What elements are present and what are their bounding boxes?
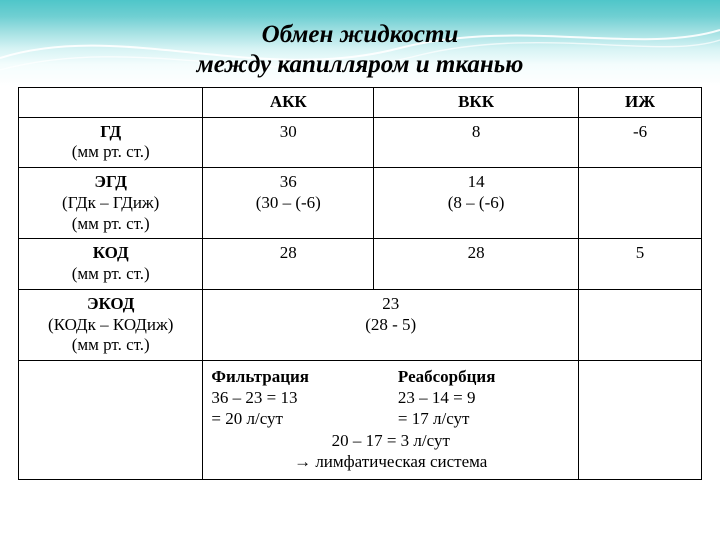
slide-title: Обмен жидкости между капилляром и тканью [0,0,720,79]
col-vkk: ВКК [374,88,579,118]
cell: 28 [203,239,374,289]
cell: -6 [579,117,702,167]
table-row: КОД (мм рт. ст.) 28 28 5 [19,239,702,289]
table-row: ЭГД (ГДк – ГДиж)(мм рт. ст.) 36(30 – (-6… [19,168,702,239]
cell: 30 [203,117,374,167]
row-label: ЭКОД (КОДк – КОДиж)(мм рт. ст.) [19,289,203,360]
cell: 14(8 – (-6) [374,168,579,239]
row-label: КОД (мм рт. ст.) [19,239,203,289]
cell-blank [579,361,702,480]
table-row: ЭКОД (КОДк – КОДиж)(мм рт. ст.) 23(28 - … [19,289,702,360]
fluid-exchange-table: АКК ВКК ИЖ ГД (мм рт. ст.) 30 8 -6 ЭГД (… [18,87,702,480]
col-izh: ИЖ [579,88,702,118]
cell: 8 [374,117,579,167]
cell: 36(30 – (-6) [203,168,374,239]
table-header-row: АКК ВКК ИЖ [19,88,702,118]
title-line1: Обмен жидкости [262,21,459,48]
main-table-wrapper: АКК ВКК ИЖ ГД (мм рт. ст.) 30 8 -6 ЭГД (… [18,87,702,480]
cell [579,289,702,360]
title-line2: между капилляром и тканью [197,51,524,78]
cell: 5 [579,239,702,289]
row-label: ЭГД (ГДк – ГДиж)(мм рт. ст.) [19,168,203,239]
cell-merged: 23(28 - 5) [203,289,579,360]
cell-blank [19,361,203,480]
filtration-block: Фильтрация 36 – 23 = 13 = 20 л/сут [211,367,383,429]
cell [579,168,702,239]
col-blank [19,88,203,118]
table-row-calc: Фильтрация 36 – 23 = 13 = 20 л/сут Реабс… [19,361,702,480]
calc-summary: 20 – 17 = 3 л/сут → лимфатическая систем… [211,431,570,472]
col-akk: АКК [203,88,374,118]
table-row: ГД (мм рт. ст.) 30 8 -6 [19,117,702,167]
reabsorption-block: Реабсорбция 23 – 14 = 9 = 17 л/сут [398,367,570,429]
calc-cell: Фильтрация 36 – 23 = 13 = 20 л/сут Реабс… [203,361,579,480]
row-label: ГД (мм рт. ст.) [19,117,203,167]
cell: 28 [374,239,579,289]
